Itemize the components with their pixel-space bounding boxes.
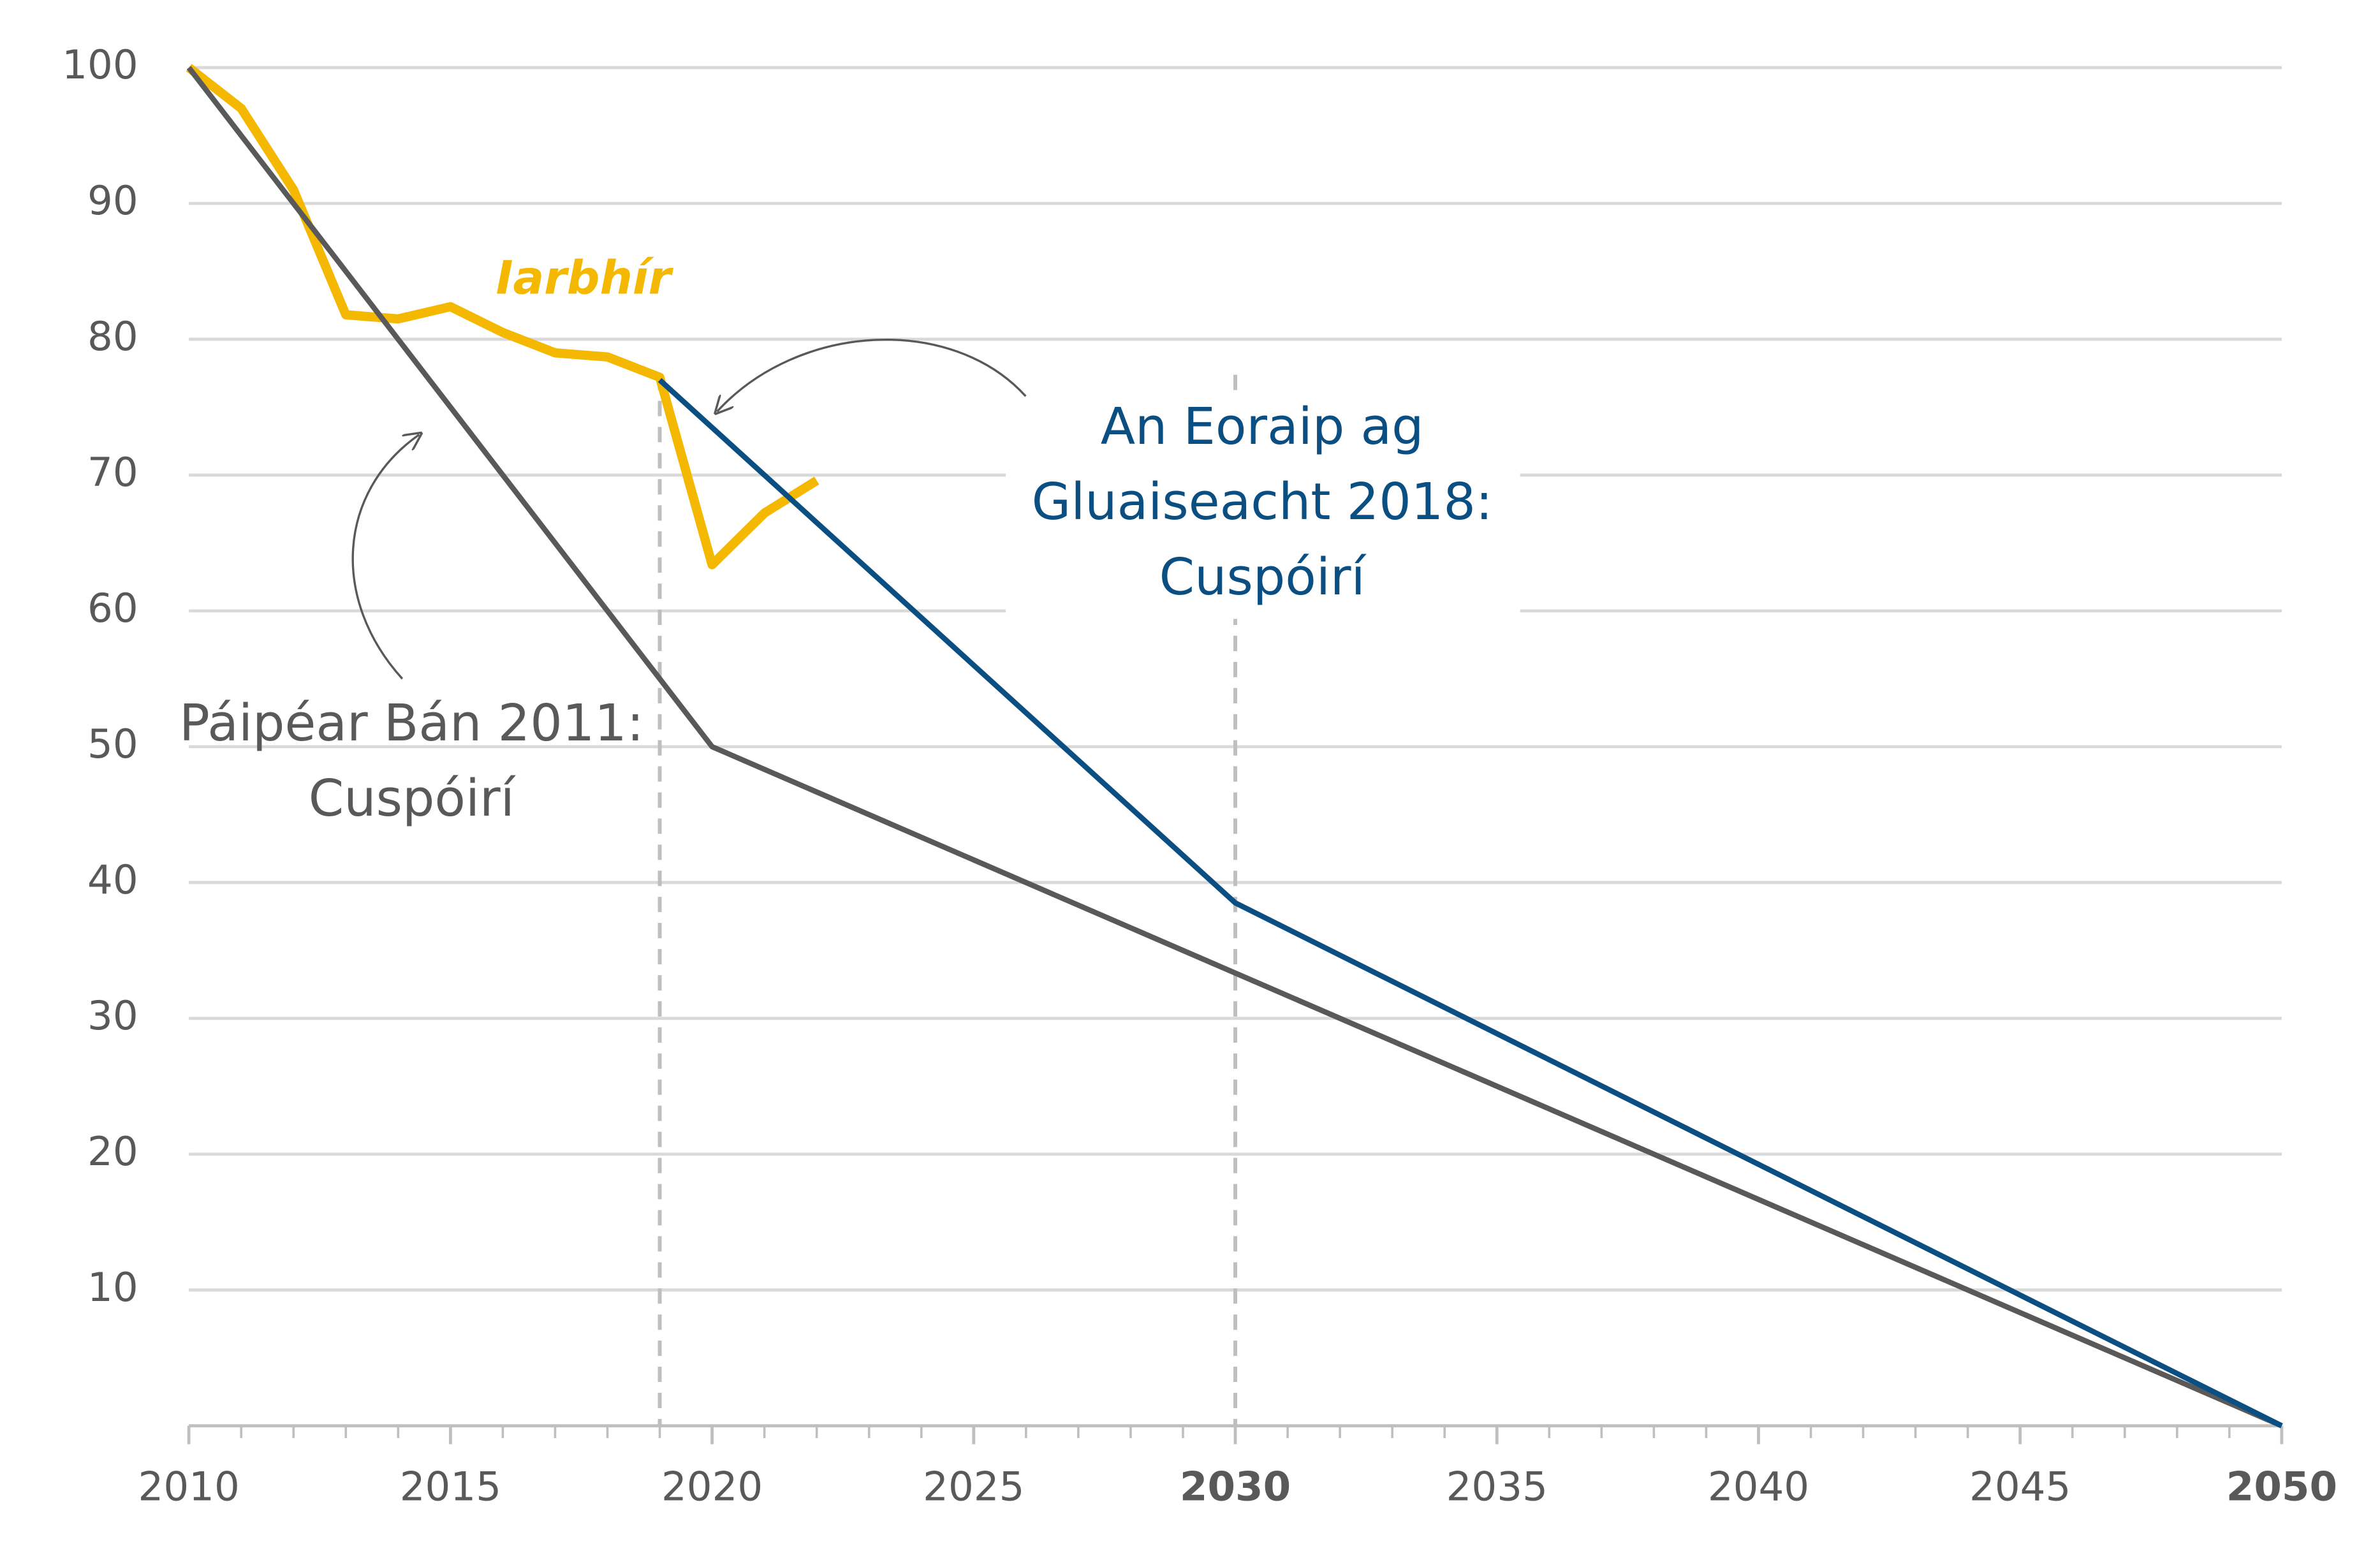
y-tick-label: 70 <box>87 449 138 496</box>
annotation-arrow <box>351 434 419 680</box>
series-label: Gluaiseacht 2018: <box>1032 472 1493 531</box>
series-label: Iarbhír <box>496 252 674 305</box>
label-background <box>1006 396 1520 619</box>
y-tick-label: 60 <box>87 585 138 631</box>
series-label: An Eoraip ag <box>1101 397 1424 456</box>
series-label: Cuspóirí <box>1159 547 1367 606</box>
x-tick-label: 2015 <box>400 1464 501 1510</box>
x-tick-label: 2030 <box>1180 1464 1291 1510</box>
y-tick-label: 50 <box>87 721 138 767</box>
x-tick-label: 2045 <box>1969 1464 2071 1510</box>
y-tick-label: 80 <box>87 313 138 360</box>
x-tick-label: 2020 <box>661 1464 763 1510</box>
y-tick-label: 10 <box>87 1264 138 1311</box>
series-label: Cuspóirí <box>309 768 517 828</box>
y-tick-label: 100 <box>62 41 138 88</box>
y-tick-label: 90 <box>87 177 138 224</box>
series-line <box>186 66 2283 1429</box>
marks <box>186 64 2283 1429</box>
series-line <box>186 64 819 570</box>
series-label: Páipéar Bán 2011: <box>179 693 644 753</box>
series-line <box>657 378 2283 1429</box>
y-tick-label: 20 <box>87 1128 138 1175</box>
y-tick-label: 30 <box>87 992 138 1039</box>
x-tick-label: 2010 <box>138 1464 240 1510</box>
x-tick-label: 2025 <box>923 1464 1024 1510</box>
y-tick-label: 40 <box>87 856 138 903</box>
x-tick-label: 2050 <box>2226 1464 2337 1510</box>
x-tick-label: 2035 <box>1446 1464 1548 1510</box>
annotation-arrow <box>717 339 1027 412</box>
x-tick-label: 2040 <box>1708 1464 1809 1510</box>
